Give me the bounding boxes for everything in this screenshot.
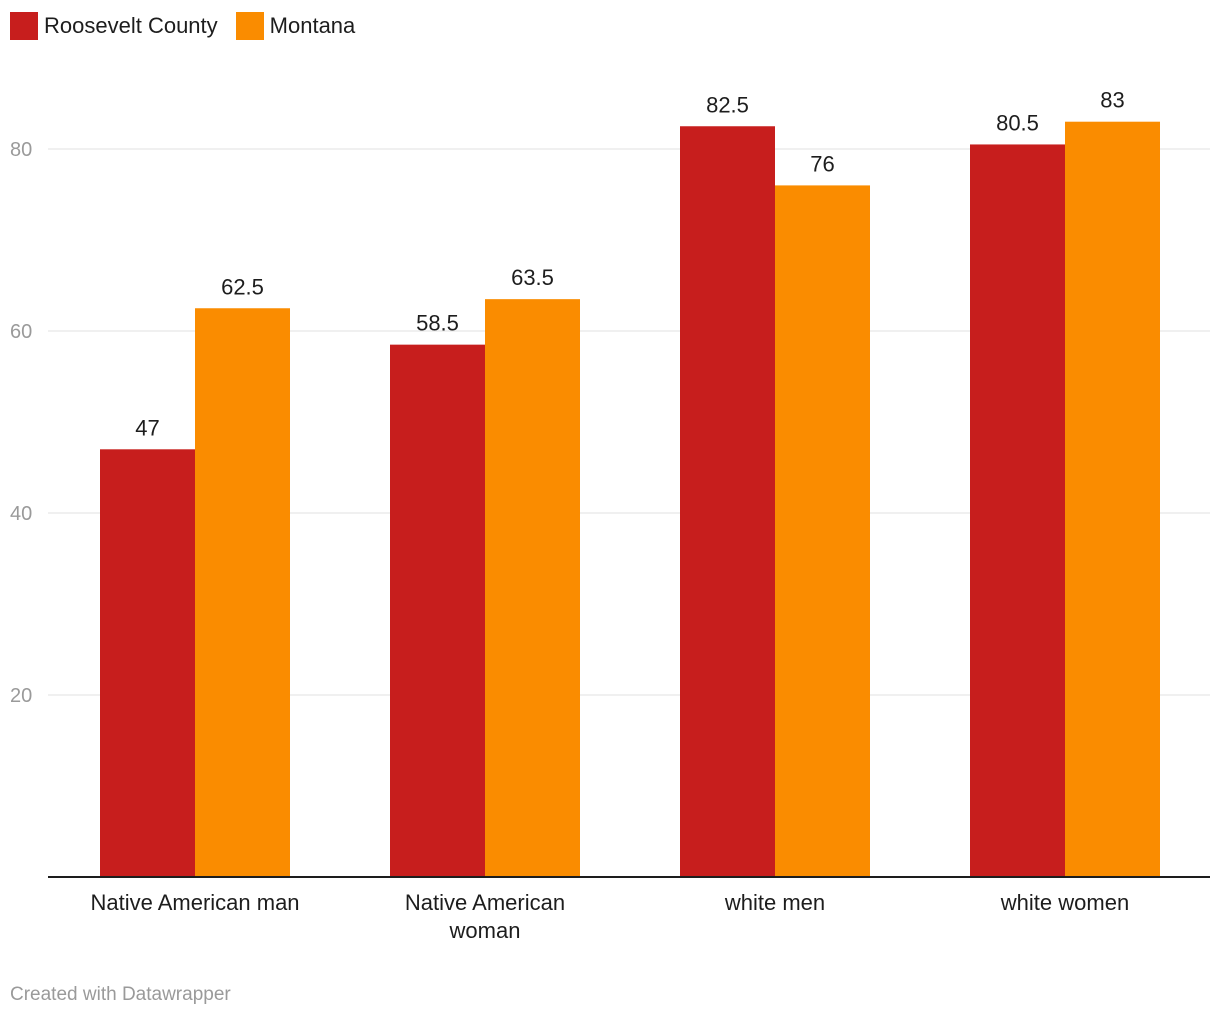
data-label-montana-1: 63.5: [511, 265, 554, 290]
data-label-roosevelt-county-2: 82.5: [706, 92, 749, 117]
bar-roosevelt-county-2: [680, 126, 775, 877]
x-tick-label-1-1: woman: [449, 918, 521, 943]
x-tick-label-0-0: Native American man: [90, 890, 299, 915]
x-tick-label-3-0: white women: [1000, 890, 1129, 915]
legend-label-roosevelt-county: Roosevelt County: [44, 13, 218, 38]
data-label-roosevelt-county-0: 47: [135, 415, 159, 440]
x-tick-label-2-0: white men: [724, 890, 825, 915]
bar-roosevelt-county-3: [970, 144, 1065, 877]
legend-label-montana: Montana: [269, 13, 356, 38]
footer-credit: Created with Datawrapper: [10, 984, 231, 1005]
legend-swatch-roosevelt-county: [10, 12, 38, 40]
bar-roosevelt-county-0: [100, 449, 195, 877]
data-label-roosevelt-county-1: 58.5: [416, 311, 459, 336]
bar-montana-2: [775, 185, 870, 877]
legend-swatch-montana: [235, 12, 264, 40]
bar-roosevelt-county-1: [390, 344, 485, 877]
data-label-montana-3: 83: [1100, 88, 1124, 113]
data-label-montana-0: 62.5: [221, 274, 264, 299]
bar-montana-1: [485, 299, 580, 877]
data-label-roosevelt-county-3: 80.5: [996, 110, 1039, 135]
y-tick-label-20: 20: [10, 685, 32, 707]
y-tick-label-40: 40: [10, 503, 32, 525]
bar-chart: 20 40 60 80 47 58.5 82.5 80.5 62.5 63.5 76 83 Native…: [10, 88, 1210, 943]
bar-montana-3: [1065, 121, 1160, 877]
legend: Roosevelt County Montana: [10, 12, 355, 40]
bar-montana-0: [195, 308, 290, 877]
legend-item-montana: Montana: [235, 12, 356, 40]
y-tick-label-60: 60: [10, 321, 32, 343]
legend-item-roosevelt-county: Roosevelt County: [10, 12, 218, 40]
data-label-montana-2: 76: [810, 151, 834, 176]
y-tick-label-80: 80: [10, 139, 32, 161]
x-tick-label-1-0: Native American: [405, 890, 565, 915]
